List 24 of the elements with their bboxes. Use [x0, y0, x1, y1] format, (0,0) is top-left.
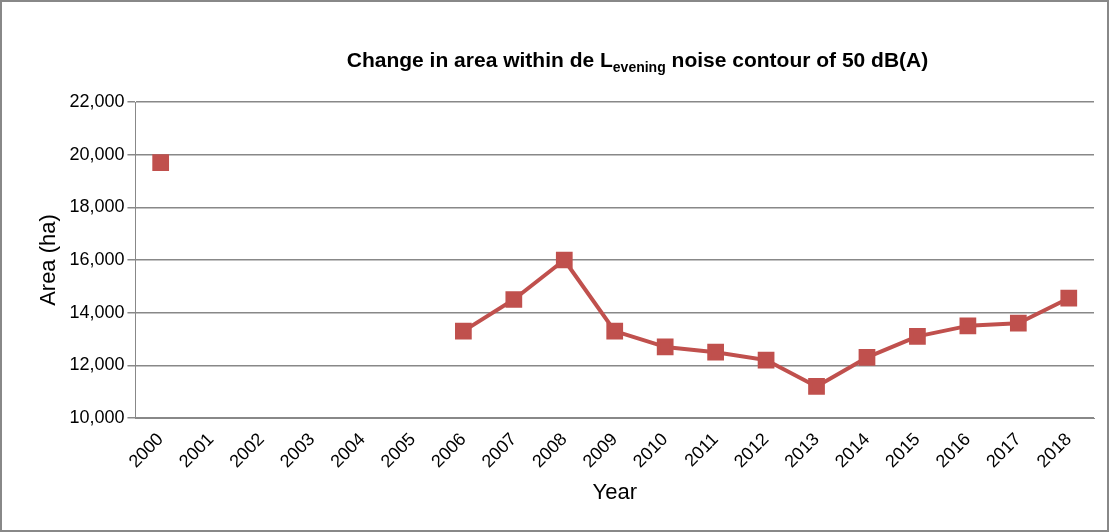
y-tick-label: 10,000 — [69, 406, 125, 427]
x-axis-title: Year — [592, 478, 637, 504]
y-tick-label: 18,000 — [69, 196, 125, 217]
y-tick-label: 20,000 — [69, 143, 125, 164]
point — [1060, 289, 1078, 307]
point — [858, 349, 876, 366]
point — [959, 317, 977, 335]
point — [555, 251, 573, 269]
point — [808, 378, 825, 395]
point — [152, 154, 170, 171]
point — [757, 351, 775, 369]
y-tick-label: 14,000 — [69, 301, 125, 322]
point — [707, 343, 724, 361]
point — [656, 338, 674, 356]
point — [455, 322, 472, 340]
point — [505, 291, 523, 308]
y-tick-label: 22,000 — [69, 90, 125, 111]
y-tick-label: 16,000 — [69, 248, 125, 269]
y-tick-label: 12,000 — [69, 354, 125, 375]
point — [909, 328, 926, 345]
y-axis-title: Area (ha) — [35, 214, 61, 306]
point — [606, 322, 624, 340]
point — [1009, 314, 1027, 332]
chart-title: Change in area within de L$_{evening}$ noise contour of 50 dB(A) — [345, 48, 930, 76]
